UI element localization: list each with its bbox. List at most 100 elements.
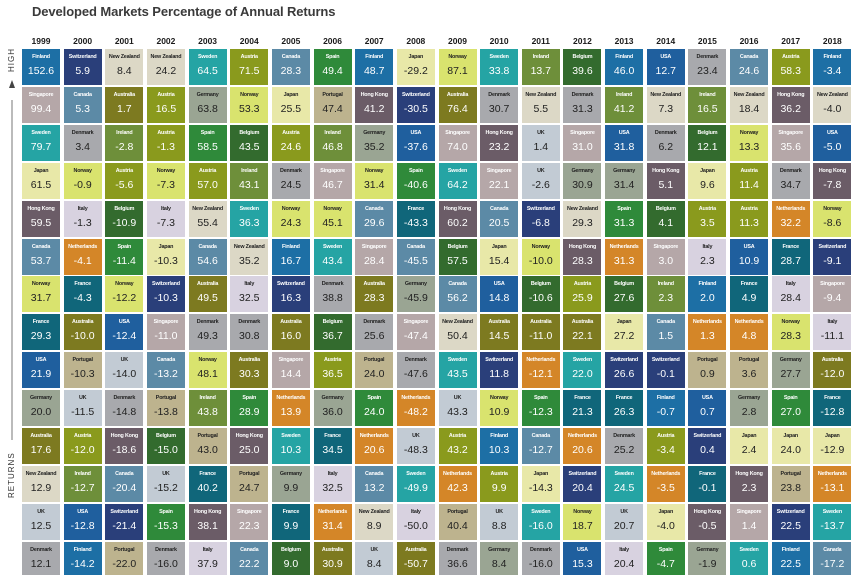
return-cell: Canada 53.7 — [22, 238, 60, 275]
return-cell: Denmark 36.6 — [438, 541, 477, 575]
return-cell: Norway 31.4 — [355, 162, 394, 199]
return-value: -11.1 — [820, 330, 844, 343]
country-label: Spain — [325, 54, 340, 60]
return-cell: Norway 53.3 — [230, 86, 269, 123]
country-label: Sweden — [31, 129, 51, 136]
return-cell: Austria 57.0 — [188, 162, 227, 199]
return-value: 30.7 — [488, 102, 510, 115]
country-label: Denmark — [363, 319, 386, 326]
return-value: 22.3 — [239, 519, 260, 532]
country-label: Canada — [240, 546, 259, 553]
return-value: 2.4 — [741, 444, 757, 456]
return-cell: Germany 2.8 — [730, 390, 769, 427]
return-value: 29.3 — [572, 216, 593, 229]
return-cell: Australia 16.0 — [271, 314, 310, 351]
country-label: Hong Kong — [652, 167, 680, 174]
return-value: 37.9 — [197, 557, 218, 570]
country-label: Spain — [533, 395, 548, 402]
return-cell: Ireland 43.1 — [230, 162, 269, 199]
country-label: Austria — [782, 54, 800, 60]
return-cell: Ireland 41.2 — [605, 86, 644, 123]
return-cell: USA 12.7 — [646, 49, 685, 85]
country-label: Sweden — [822, 508, 842, 515]
return-cell: Australia -50.7 — [396, 541, 435, 575]
country-label: UK — [620, 508, 628, 515]
return-cell: Finland 46.0 — [605, 49, 644, 85]
return-cell: Canada 29.6 — [355, 200, 394, 237]
return-cell: Japan 27.2 — [605, 314, 644, 351]
return-value: 13.7 — [530, 65, 552, 77]
country-label: Norway — [240, 91, 259, 98]
country-label: Australia — [488, 319, 510, 326]
country-label: Austria — [740, 167, 758, 174]
return-value: -10.0 — [70, 330, 95, 343]
return-value: -15.0 — [153, 444, 178, 456]
return-cell: Norway 45.1 — [313, 200, 352, 237]
country-label: Austria — [157, 129, 175, 136]
return-value: 61.5 — [30, 178, 52, 191]
country-label: Spain — [367, 395, 382, 402]
return-cell: Singapore 14.4 — [271, 352, 310, 389]
return-value: 27.2 — [613, 330, 635, 343]
country-label: Germany — [404, 281, 427, 288]
country-label: Singapore — [361, 243, 387, 250]
return-value: -5.6 — [115, 178, 134, 191]
country-label: Austria — [448, 433, 467, 439]
year-header: 2016 — [739, 36, 759, 46]
return-value: 10.9 — [488, 406, 510, 419]
return-cell: Austria -5.6 — [105, 162, 144, 199]
country-label: Canada — [156, 357, 176, 364]
return-value: 1.7 — [116, 102, 132, 115]
return-cell: Austria 71.5 — [230, 49, 269, 85]
country-label: Spain — [617, 205, 631, 212]
country-label: Hong Kong — [735, 470, 763, 477]
country-label: Portugal — [364, 357, 385, 364]
country-label: Hong Kong — [818, 167, 846, 174]
return-cell: Netherlands 13.9 — [271, 390, 310, 427]
return-value: 28.4 — [780, 292, 801, 305]
country-label: Ireland — [116, 129, 133, 136]
return-cell: Singapore -11.0 — [146, 314, 185, 351]
country-label: UK — [120, 357, 129, 364]
return-value: 28.9 — [239, 406, 260, 419]
return-value: 28.3 — [780, 330, 801, 343]
return-cell: Canada 54.6 — [188, 238, 227, 275]
country-label: Norway — [115, 281, 134, 288]
return-cell: Belgium 27.6 — [605, 276, 644, 313]
return-cell: Canada 56.2 — [438, 276, 477, 313]
return-cell: UK 8.4 — [355, 541, 394, 575]
return-cell: France -12.8 — [813, 390, 852, 427]
country-label: Denmark — [30, 546, 52, 553]
country-label: Canada — [365, 470, 384, 477]
return-cell: Singapore 28.4 — [355, 238, 394, 275]
country-label: Switzerland — [152, 281, 180, 288]
return-value: -4.3 — [73, 292, 92, 305]
country-label: Switzerland — [776, 508, 805, 515]
return-cell: Belgium 43.5 — [230, 124, 269, 161]
return-cell: Ireland -12.7 — [63, 465, 102, 502]
country-label: Denmark — [113, 395, 136, 402]
return-cell: Sweden 36.3 — [230, 200, 269, 237]
country-label: Spain — [117, 243, 132, 250]
return-value: 15.4 — [488, 254, 510, 267]
return-value: 1.4 — [741, 519, 757, 532]
country-label: Switzerland — [818, 243, 847, 250]
return-cell: Hong Kong -18.6 — [105, 428, 144, 464]
country-label: Japan — [616, 319, 632, 326]
return-value: 30.8 — [239, 330, 260, 343]
country-label: Australia — [446, 91, 469, 98]
return-cell: Spain 49.4 — [313, 49, 352, 85]
return-value: 3.5 — [700, 216, 715, 229]
country-label: USA — [77, 508, 89, 515]
return-value: 5.9 — [75, 65, 90, 77]
year-header: 2013 — [614, 36, 634, 46]
year-header: 2018 — [822, 36, 842, 46]
return-value: 0.9 — [700, 368, 715, 381]
country-label: France — [740, 281, 758, 288]
country-label: Switzerland — [693, 433, 722, 439]
return-cell: Singapore 1.4 — [730, 503, 769, 540]
country-label: Japan — [783, 433, 798, 439]
return-value: 36.7 — [322, 330, 343, 343]
return-cell: Switzerland -6.8 — [521, 200, 560, 237]
return-value: -12.2 — [112, 292, 137, 305]
